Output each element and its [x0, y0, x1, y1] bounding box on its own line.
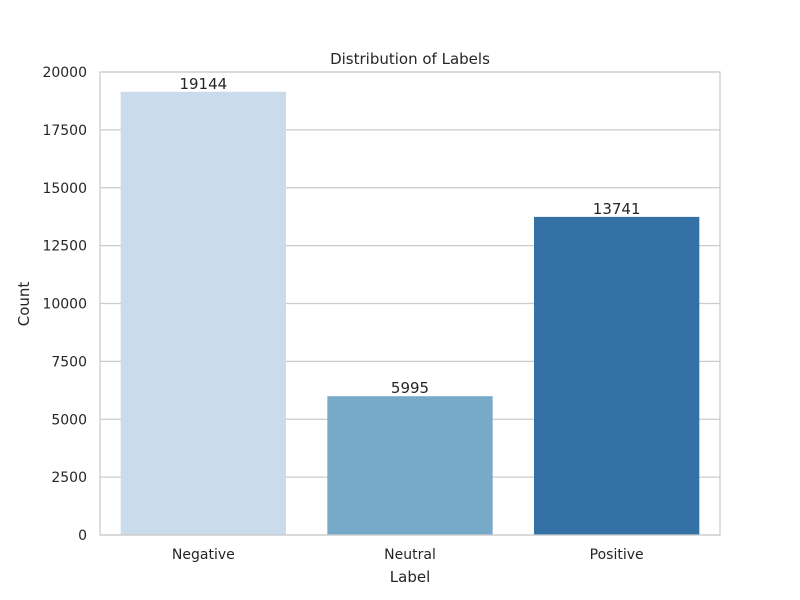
y-axis-label: Count [15, 282, 33, 327]
y-tick-label: 5000 [51, 412, 87, 428]
y-tick-label: 7500 [51, 354, 87, 370]
y-tick-label: 12500 [42, 239, 87, 255]
chart-title: Distribution of Labels [330, 50, 490, 68]
plot-frame [99, 71, 721, 536]
bar-positive [534, 216, 700, 535]
y-tick-label: 17500 [42, 123, 87, 139]
data-label-negative: 19144 [179, 75, 227, 93]
y-tick-labels: 0 2500 5000 7500 10000 12500 15000 17500 20000 [42, 65, 87, 544]
data-label-neutral: 5995 [391, 379, 429, 397]
y-tick-label: 2500 [51, 470, 87, 486]
bar-negative [120, 91, 287, 535]
x-tick-label: Neutral [384, 547, 436, 563]
bar-neutral [327, 396, 493, 535]
y-tick-label: 20000 [42, 65, 87, 81]
y-tick-label: 0 [78, 528, 87, 544]
data-labels: 19144 5995 13741 [179, 75, 640, 397]
data-label-positive: 13741 [593, 200, 641, 218]
x-axis-label: Label [390, 568, 430, 586]
x-tick-labels: Negative Neutral Positive [172, 547, 644, 563]
y-tick-label: 10000 [42, 297, 87, 313]
bars [120, 91, 700, 535]
x-tick-label: Negative [172, 547, 235, 563]
x-tick-label: Positive [590, 547, 644, 563]
y-tick-label: 15000 [42, 181, 87, 197]
